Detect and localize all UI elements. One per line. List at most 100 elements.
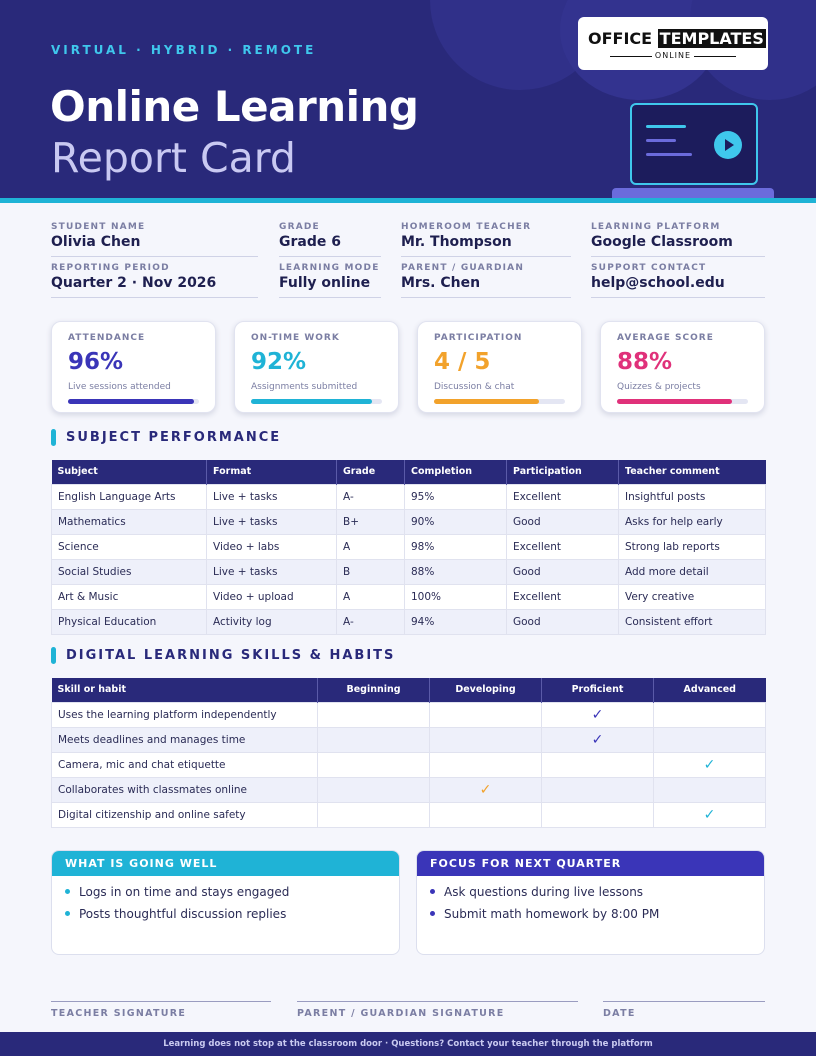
column-header: Proficient bbox=[541, 678, 654, 702]
column-header: Grade bbox=[336, 460, 405, 484]
bullet-icon bbox=[430, 889, 435, 894]
table-cell: Good bbox=[506, 558, 619, 585]
progress-track bbox=[68, 399, 199, 404]
column-header: Developing bbox=[429, 678, 542, 702]
info-student-name: STUDENT NAME Olivia Chen bbox=[51, 222, 258, 257]
going-well-box: WHAT IS GOING WELL Logs in on time and s… bbox=[51, 850, 400, 955]
table-cell: A- bbox=[336, 483, 405, 510]
column-header: Advanced bbox=[653, 678, 766, 702]
table-cell: 94% bbox=[404, 608, 507, 635]
table-row: Camera, mic and chat etiquette ✓ bbox=[51, 751, 766, 778]
table-header-row: Subject Format Grade Completion Particip… bbox=[51, 460, 766, 484]
subject-performance-table: Subject Format Grade Completion Particip… bbox=[51, 460, 766, 635]
bullet-icon bbox=[430, 911, 435, 916]
parent-signature-line[interactable]: PARENT / GUARDIAN SIGNATURE bbox=[297, 1001, 578, 1019]
progress-track bbox=[434, 399, 565, 404]
going-well-list: Logs in on time and stays engaged Posts … bbox=[52, 876, 399, 929]
level-cell bbox=[317, 776, 430, 803]
table-cell: 90% bbox=[404, 508, 507, 535]
level-cell bbox=[653, 776, 766, 803]
date-line[interactable]: DATE bbox=[603, 1001, 765, 1019]
level-cell bbox=[429, 701, 542, 728]
level-cell bbox=[541, 751, 654, 778]
table-cell: 98% bbox=[404, 533, 507, 560]
info-reporting-period: REPORTING PERIOD Quarter 2 · Nov 2026 bbox=[51, 263, 258, 298]
page-subtitle: Report Card bbox=[51, 134, 296, 182]
footer-note: Learning does not stop at the classroom … bbox=[0, 1032, 816, 1056]
level-cell bbox=[429, 751, 542, 778]
info-parent-guardian: PARENT / GUARDIAN Mrs. Chen bbox=[401, 263, 571, 298]
table-cell: English Language Arts bbox=[51, 483, 207, 510]
table-cell: Physical Education bbox=[51, 608, 207, 635]
focus-list: Ask questions during live lessons Submit… bbox=[417, 876, 764, 929]
info-learning-platform: LEARNING PLATFORM Google Classroom bbox=[591, 222, 765, 257]
table-cell: Excellent bbox=[506, 583, 619, 610]
stat-card-attendance: ATTENDANCE 96% Live sessions attended bbox=[51, 321, 216, 413]
level-cell bbox=[429, 801, 542, 828]
skill-name: Uses the learning platform independently bbox=[51, 701, 318, 728]
progress-fill bbox=[251, 399, 372, 404]
info-homeroom-teacher: HOMEROOM TEACHER Mr. Thompson bbox=[401, 222, 571, 257]
table-cell: A bbox=[336, 583, 405, 610]
list-item: Posts thoughtful discussion replies bbox=[65, 907, 399, 929]
list-item: Logs in on time and stays engaged bbox=[65, 885, 399, 907]
stat-card-average-score: AVERAGE SCORE 88% Quizzes & projects bbox=[600, 321, 765, 413]
office-templates-logo[interactable]: OFFICE TEMPLATES ONLINE bbox=[578, 17, 768, 70]
level-cell: ✓ bbox=[429, 776, 542, 803]
table-cell: Video + upload bbox=[206, 583, 337, 610]
table-cell: Good bbox=[506, 508, 619, 535]
monitor-stand bbox=[612, 188, 774, 198]
column-header: Teacher comment bbox=[618, 460, 766, 484]
column-header: Beginning bbox=[317, 678, 430, 702]
level-cell bbox=[541, 801, 654, 828]
level-cell bbox=[653, 701, 766, 728]
level-cell: ✓ bbox=[653, 801, 766, 828]
going-well-heading: WHAT IS GOING WELL bbox=[52, 851, 399, 876]
table-cell: Add more detail bbox=[618, 558, 766, 585]
table-cell: Live + tasks bbox=[206, 558, 337, 585]
level-cell bbox=[653, 726, 766, 753]
list-item: Ask questions during live lessons bbox=[430, 885, 764, 907]
column-header: Skill or habit bbox=[51, 678, 318, 702]
table-cell: A- bbox=[336, 608, 405, 635]
table-cell: B+ bbox=[336, 508, 405, 535]
table-cell: Video + labs bbox=[206, 533, 337, 560]
table-cell: Social Studies bbox=[51, 558, 207, 585]
level-cell bbox=[317, 801, 430, 828]
info-learning-mode: LEARNING MODE Fully online bbox=[279, 263, 381, 298]
table-cell: 100% bbox=[404, 583, 507, 610]
table-cell: Excellent bbox=[506, 533, 619, 560]
skill-name: Meets deadlines and manages time bbox=[51, 726, 318, 753]
level-cell bbox=[429, 726, 542, 753]
header-stripe bbox=[0, 198, 816, 203]
header-banner: VIRTUAL · HYBRID · REMOTE Online Learnin… bbox=[0, 0, 816, 198]
table-cell: Excellent bbox=[506, 483, 619, 510]
column-header: Format bbox=[206, 460, 337, 484]
teacher-signature-line[interactable]: TEACHER SIGNATURE bbox=[51, 1001, 271, 1019]
table-cell: A bbox=[336, 533, 405, 560]
table-row: English Language Arts Live + tasks A- 95% Ex… bbox=[51, 483, 766, 510]
check-icon: ✓ bbox=[703, 806, 716, 823]
table-row: Digital citizenship and online safety ✓ bbox=[51, 801, 766, 828]
table-header-row: Skill or habit Beginning Developing Prof… bbox=[51, 678, 766, 702]
check-icon: ✓ bbox=[703, 756, 716, 773]
skill-name: Digital citizenship and online safety bbox=[51, 801, 318, 828]
level-cell bbox=[317, 726, 430, 753]
level-cell bbox=[541, 776, 654, 803]
table-cell: Insightful posts bbox=[618, 483, 766, 510]
table-cell: 88% bbox=[404, 558, 507, 585]
check-icon: ✓ bbox=[479, 781, 492, 798]
progress-fill bbox=[617, 399, 733, 404]
column-header: Completion bbox=[404, 460, 507, 484]
table-cell: Live + tasks bbox=[206, 483, 337, 510]
page-title: Online Learning bbox=[50, 82, 419, 131]
table-row: Collaborates with classmates online ✓ bbox=[51, 776, 766, 803]
column-header: Subject bbox=[51, 460, 207, 484]
table-cell: Live + tasks bbox=[206, 508, 337, 535]
table-cell: B bbox=[336, 558, 405, 585]
info-grade: GRADE Grade 6 bbox=[279, 222, 381, 257]
level-cell: ✓ bbox=[653, 751, 766, 778]
skills-table: Skill or habit Beginning Developing Prof… bbox=[51, 678, 766, 828]
bullet-icon bbox=[65, 889, 70, 894]
table-cell: Consistent effort bbox=[618, 608, 766, 635]
